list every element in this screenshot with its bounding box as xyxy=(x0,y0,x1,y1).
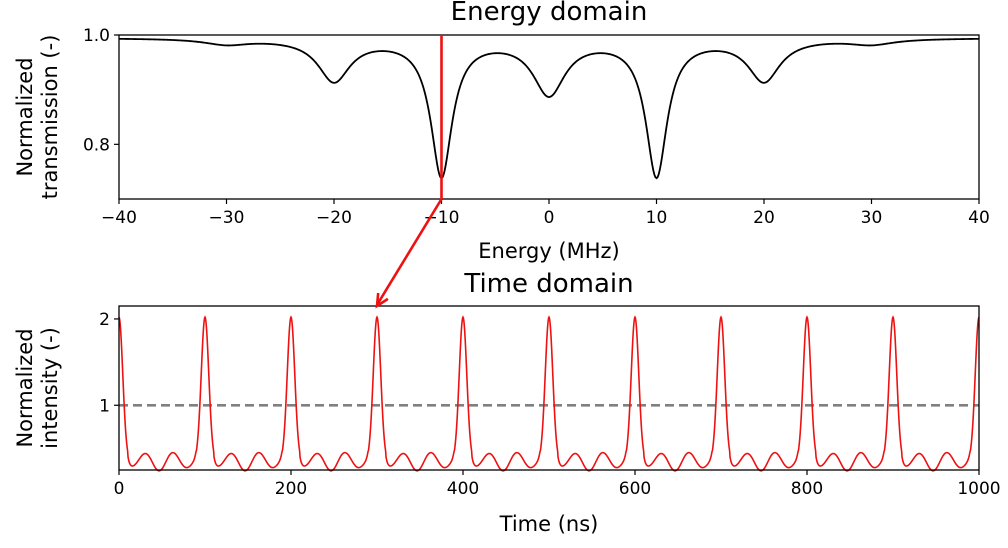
energy-x-tick-label: 0 xyxy=(544,208,555,228)
time-y-label-line2: intensity (-) xyxy=(38,327,62,449)
energy-y-tick-label: 1.0 xyxy=(83,26,110,46)
time-y-tick-label: 2 xyxy=(99,310,110,330)
connector-arrow-shaft xyxy=(375,198,443,306)
time-intensity-line xyxy=(118,315,980,472)
energy-x-tick-label: −40 xyxy=(101,208,137,228)
time-panel: Time domain 0 200 400 600 800 1000 1 2 Time (n… xyxy=(13,269,1001,536)
time-x-label: Time (ns) xyxy=(499,512,599,536)
time-y-tick-label: 1 xyxy=(99,396,110,416)
energy-x-tick-label: 20 xyxy=(753,208,775,228)
energy-y-label-line2: transmission (-) xyxy=(38,35,62,200)
time-x-tick-label: 200 xyxy=(275,479,307,499)
energy-x-tick-label: −30 xyxy=(209,208,245,228)
energy-transmission-line xyxy=(118,37,980,180)
connector-arrow-head xyxy=(375,292,389,309)
time-y-label-line1: Normalized xyxy=(13,328,37,447)
energy-x-tick-label: 30 xyxy=(861,208,883,228)
energy-title: Energy domain xyxy=(451,0,648,27)
energy-x-tick-label: 10 xyxy=(646,208,668,228)
energy-axes-frame xyxy=(118,34,980,200)
time-x-tick-label: 0 xyxy=(114,479,125,499)
energy-y-tick-label: 0.8 xyxy=(83,135,110,155)
time-title: Time domain xyxy=(463,269,633,299)
energy-panel: Energy domain −40 −30 −20 −10 0 10 20 30 40 0.81… xyxy=(13,0,990,263)
energy-to-time-connector xyxy=(375,35,443,309)
time-x-tick-label: 400 xyxy=(447,479,479,499)
time-axes-frame xyxy=(118,305,980,471)
energy-y-label-line1: Normalized xyxy=(13,57,37,176)
time-x-tick-label: 600 xyxy=(619,479,651,499)
energy-x-label: Energy (MHz) xyxy=(478,239,620,263)
time-x-tick-label: 800 xyxy=(791,479,823,499)
energy-x-tick-label: 40 xyxy=(968,208,990,228)
time-x-tick-label: 1000 xyxy=(957,479,1000,499)
energy-x-tick-label: −20 xyxy=(316,208,352,228)
